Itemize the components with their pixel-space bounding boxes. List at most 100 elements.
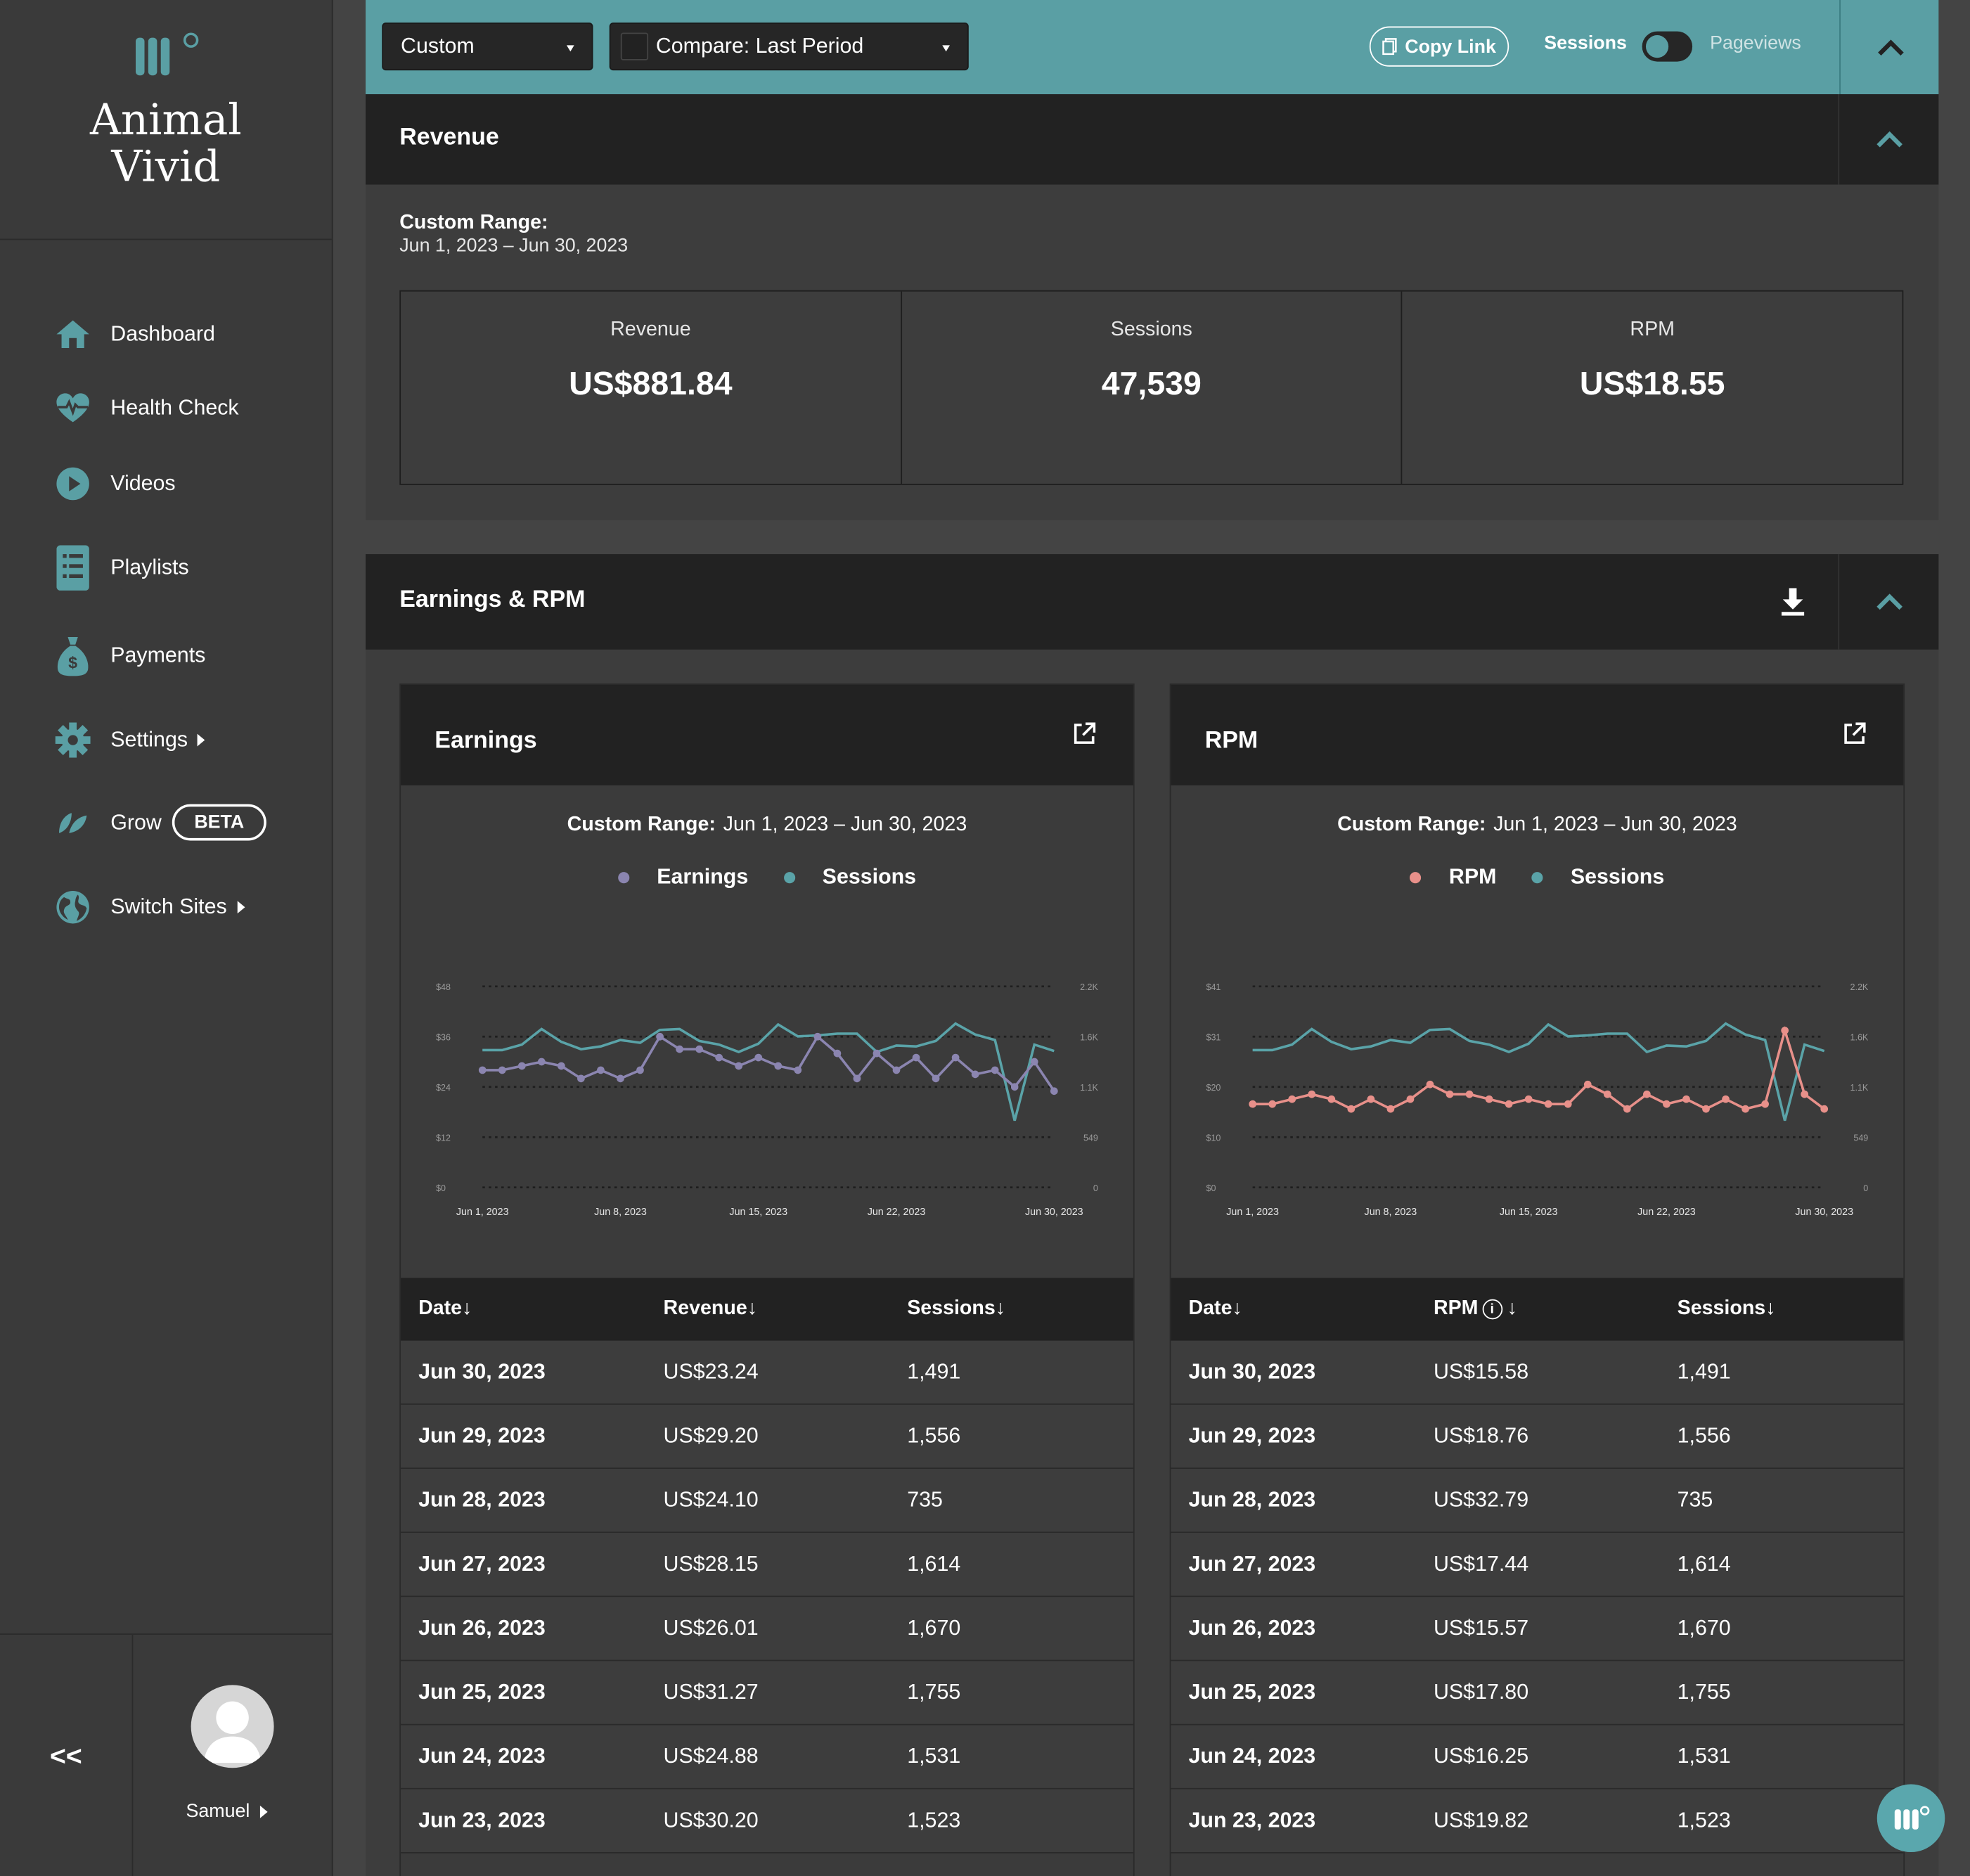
column-header-sessions[interactable]: Sessions↓ [1677, 1297, 1776, 1320]
date-range-select[interactable]: Custom [382, 23, 593, 71]
collapse-toolbar-button[interactable] [1839, 0, 1940, 95]
home-icon [56, 316, 91, 352]
help-chat-button[interactable] [1876, 1784, 1945, 1853]
sidebar-item-videos[interactable]: Videos [56, 466, 176, 501]
filter-toolbar: Custom Compare: Last Period Copy Link Se… [366, 0, 1940, 95]
globe-icon [56, 889, 91, 925]
chart-legend: Earnings Sessions [401, 864, 1133, 889]
brand-logo-icon[interactable] [0, 0, 332, 80]
sidebar-item-payments[interactable]: $ Payments [56, 637, 206, 676]
legend-item-rpm[interactable]: RPM [1410, 864, 1496, 889]
data-point-earnings [951, 1053, 960, 1062]
sidebar-item-health-check[interactable]: Health Check [56, 391, 239, 426]
table-row: Jun 24, 2023 US$16.25 1,531 [1171, 1725, 1904, 1790]
column-header-date[interactable]: Date↓ [418, 1297, 472, 1320]
column-header-rpm[interactable]: RPM i ↓ [1433, 1297, 1517, 1320]
data-point-earnings [478, 1066, 487, 1074]
cell-date: Jun 29, 2023 [418, 1423, 546, 1448]
legend-item-earnings[interactable]: Earnings [617, 864, 748, 889]
cell-sessions: 1,531 [1677, 1744, 1731, 1768]
sidebar-item-label: Payments [110, 643, 206, 667]
data-point-earnings [932, 1074, 940, 1083]
stat-rpm: RPM US$18.55 [1403, 292, 1903, 484]
copy-link-button[interactable]: Copy Link [1369, 26, 1509, 67]
column-header-revenue[interactable]: Revenue↓ [663, 1297, 758, 1320]
data-point-rpm [1801, 1090, 1809, 1098]
table-header: Date↓ RPM i ↓ Sessions↓ [1171, 1278, 1904, 1341]
column-header-sessions[interactable]: Sessions↓ [907, 1297, 1006, 1320]
x-tick-label: Jun 8, 2023 [1365, 1207, 1417, 1218]
stats-row: Revenue US$881.84 Sessions 47,539 RPM US… [399, 290, 1904, 485]
sidebar: Animal Vivid Dashboard Health Check [0, 0, 333, 1876]
table-row: Jun 23, 2023 US$30.20 1,523 [401, 1789, 1133, 1853]
stat-value: US$881.84 [569, 364, 733, 402]
legend-item-sessions[interactable]: Sessions [1531, 864, 1664, 889]
caret-right-icon [237, 901, 245, 914]
cell-date: Jun 24, 2023 [418, 1744, 546, 1768]
data-point-rpm [1603, 1090, 1611, 1098]
data-point-rpm [1288, 1095, 1296, 1103]
external-link-icon[interactable] [1073, 722, 1096, 745]
cell-date: Jun 27, 2023 [1188, 1551, 1316, 1576]
copy-icon [1382, 38, 1398, 56]
column-header-date[interactable]: Date↓ [1188, 1297, 1242, 1320]
money-bag-icon: $ [56, 637, 91, 676]
collapse-sidebar-button[interactable]: << [0, 1634, 134, 1876]
chevron-up-icon [1877, 39, 1903, 56]
external-link-icon[interactable] [1843, 722, 1866, 745]
data-point-earnings [912, 1053, 920, 1062]
collapse-revenue-button[interactable] [1838, 94, 1938, 185]
sidebar-item-label: Dashboard [110, 321, 215, 346]
data-point-earnings [617, 1074, 624, 1083]
cell-sessions: 1,523 [1677, 1808, 1731, 1832]
revenue-panel-body: Custom Range: Jun 1, 2023 – Jun 30, 2023… [366, 184, 1939, 520]
table-header: Date↓ Revenue↓ Sessions↓ [401, 1278, 1133, 1341]
legend-item-sessions[interactable]: Sessions [783, 864, 916, 889]
avatar[interactable] [191, 1685, 274, 1768]
column-header-label: Sessions [907, 1297, 996, 1320]
data-point-rpm [1249, 1100, 1256, 1108]
sidebar-item-playlists[interactable]: Playlists [56, 545, 189, 591]
x-tick-label: Jun 1, 2023 [1226, 1207, 1279, 1218]
download-icon[interactable] [1780, 588, 1805, 616]
series-line-sessions [1252, 1022, 1825, 1122]
sidebar-item-switch-sites[interactable]: Switch Sites [56, 889, 245, 925]
cell-sessions: 1,556 [907, 1423, 961, 1448]
y-tick-left: $0 [1206, 1183, 1216, 1193]
data-point-earnings [1030, 1058, 1038, 1066]
cell-date: Jun 27, 2023 [418, 1551, 546, 1576]
user-menu[interactable]: Samuel [186, 1801, 268, 1822]
cell-date: Jun 24, 2023 [1188, 1744, 1316, 1768]
y-tick-left: $31 [1206, 1033, 1221, 1043]
sidebar-item-settings[interactable]: Settings [55, 722, 206, 758]
sessions-pageviews-toggle[interactable] [1642, 31, 1693, 62]
data-point-earnings [774, 1062, 783, 1070]
sessions-toggle-label[interactable]: Sessions [1544, 32, 1627, 54]
compare-checkbox[interactable] [620, 32, 649, 60]
data-point-rpm [1643, 1090, 1651, 1098]
card-title: Earnings [434, 727, 537, 754]
cell-date: Jun 30, 2023 [1188, 1359, 1316, 1384]
info-icon[interactable]: i [1481, 1299, 1502, 1320]
revenue-panel-title: Revenue [399, 124, 499, 151]
cell-revenue: US$23.24 [663, 1359, 759, 1384]
dropdown-arrow-icon [566, 45, 574, 52]
card-header: RPM [1171, 684, 1904, 785]
cell-date: Jun 28, 2023 [418, 1487, 546, 1512]
compare-select[interactable]: Compare: Last Period [609, 23, 969, 71]
data-point-earnings [735, 1062, 743, 1070]
data-point-earnings [636, 1066, 644, 1074]
x-tick-label: Jun 30, 2023 [1795, 1207, 1853, 1218]
column-header-label: Revenue [663, 1297, 747, 1320]
y-tick-left: $10 [1206, 1133, 1221, 1143]
data-point-earnings [833, 1049, 842, 1058]
sidebar-item-dashboard[interactable]: Dashboard [56, 316, 215, 352]
data-point-rpm [1308, 1090, 1316, 1098]
x-tick-label: Jun 15, 2023 [1500, 1207, 1558, 1218]
pageviews-toggle-label[interactable]: Pageviews [1710, 32, 1801, 54]
table-row: Jun 28, 2023 US$24.10 735 [401, 1469, 1133, 1534]
sidebar-item-grow[interactable]: Grow BETA [56, 804, 267, 841]
data-point-rpm [1465, 1090, 1474, 1098]
collapse-earnings-button[interactable] [1838, 554, 1938, 650]
y-tick-right: 0 [1863, 1183, 1868, 1193]
